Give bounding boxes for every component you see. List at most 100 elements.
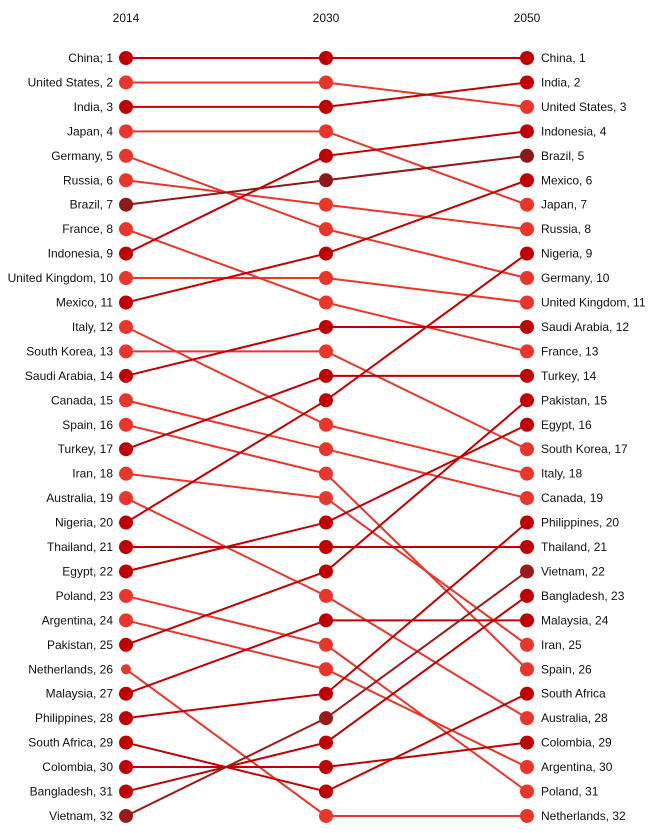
dot-vietnam-2014	[119, 808, 133, 823]
label-2014-germany: Germany, 5	[51, 149, 113, 163]
dot-malaysia-2030	[319, 613, 333, 628]
label-2014-spain: Spain, 16	[62, 418, 113, 432]
dot-germany-2030	[319, 222, 333, 237]
dot-south-africa-2014	[119, 735, 133, 750]
dot-malaysia-2014	[119, 686, 133, 701]
label-2014-italy: Italy, 12	[72, 320, 113, 334]
dot-philippines-2050	[520, 515, 534, 530]
dot-netherlands-2050	[520, 808, 534, 823]
column-header-2014: 2014	[113, 11, 140, 25]
rank-dots	[119, 51, 534, 823]
rank-labels: China; 1 China, 1 United States, 2 United S…	[8, 51, 646, 823]
dot-brazil-2030	[319, 173, 333, 188]
label-2050-germany: Germany, 10	[541, 271, 610, 285]
dot-united-kingdom-2014	[119, 271, 133, 286]
dot-china-2050	[520, 51, 534, 65]
dot-russia-2050	[520, 222, 534, 237]
label-2014-iran: Iran, 18	[72, 467, 113, 481]
dot-philippines-2014	[119, 711, 133, 726]
dot-malaysia-2050	[520, 613, 534, 628]
dot-egypt-2030	[319, 515, 333, 530]
slope-line-japan	[126, 130, 528, 206]
dot-spain-2050	[520, 662, 534, 677]
label-2014-pakistan: Pakistan, 25	[47, 638, 113, 652]
dot-indonesia-2030	[319, 148, 333, 163]
dot-poland-2030	[319, 637, 333, 652]
dot-nigeria-2050	[520, 246, 534, 261]
dot-australia-2014	[119, 491, 133, 506]
label-2014-indonesia: Indonesia, 9	[48, 247, 114, 261]
column-header-2050: 2050	[514, 11, 541, 25]
dot-japan-2014	[119, 124, 133, 139]
label-2050-pakistan: Pakistan, 15	[541, 393, 607, 407]
dot-australia-2030	[319, 588, 333, 603]
dot-thailand-2050	[520, 540, 534, 554]
dot-germany-2050	[520, 271, 534, 286]
label-2050-canada: Canada, 19	[541, 491, 603, 505]
dot-poland-2014	[119, 588, 133, 603]
dot-brazil-2050	[520, 148, 534, 163]
label-2014-japan: Japan, 4	[67, 124, 113, 138]
dot-bangladesh-2050	[520, 588, 534, 603]
dot-france-2050	[520, 344, 534, 359]
dot-philippines-2030	[319, 686, 333, 701]
label-2014-france: France, 8	[62, 222, 113, 236]
label-2014-china: China; 1	[68, 51, 113, 65]
slope-lines	[125, 57, 528, 817]
label-2050-italy: Italy, 18	[541, 467, 582, 481]
dot-indonesia-2050	[520, 124, 534, 139]
dot-argentina-2014	[119, 613, 133, 628]
dot-india-2050	[520, 75, 534, 90]
dot-bangladesh-2014	[119, 784, 133, 799]
dot-vietnam-2030	[319, 711, 333, 726]
label-2050-thailand: Thailand, 21	[541, 540, 607, 554]
dot-south-africa-2050	[520, 686, 534, 701]
label-2050-france: France, 13	[541, 344, 599, 358]
dot-brazil-2014	[119, 197, 133, 212]
dot-italy-2030	[319, 417, 333, 432]
label-2014-philippines: Philippines, 28	[35, 711, 113, 725]
dot-indonesia-2014	[119, 246, 133, 261]
dot-india-2030	[319, 99, 333, 114]
label-2014-argentina: Argentina, 24	[42, 613, 114, 627]
label-2014-poland: Poland, 23	[56, 589, 114, 603]
label-2014-bangladesh: Bangladesh, 31	[30, 785, 114, 799]
dot-iran-2050	[520, 637, 534, 652]
label-2050-egypt: Egypt, 16	[541, 418, 592, 432]
dot-thailand-2030	[319, 540, 333, 554]
label-2050-south-korea: South Korea, 17	[541, 442, 628, 456]
label-2014-canada: Canada, 15	[51, 393, 113, 407]
label-2050-saudi-arabia: Saudi Arabia, 12	[541, 320, 629, 334]
label-2014-india: India, 3	[74, 100, 114, 114]
dot-iran-2030	[319, 491, 333, 506]
label-2050-poland: Poland, 31	[541, 785, 599, 799]
dot-poland-2050	[520, 784, 534, 799]
label-2050-spain: Spain, 26	[541, 662, 592, 676]
dot-japan-2030	[319, 124, 333, 139]
label-2014-south-korea: South Korea, 13	[26, 344, 113, 358]
label-2014-nigeria: Nigeria, 20	[55, 516, 113, 530]
dot-turkey-2030	[319, 368, 333, 383]
label-2014-russia: Russia, 6	[63, 173, 113, 187]
label-2014-egypt: Egypt, 22	[62, 564, 113, 578]
dot-turkey-2050	[520, 368, 534, 383]
dot-canada-2014	[119, 393, 133, 408]
label-2050-japan: Japan, 7	[541, 198, 587, 212]
label-2050-russia: Russia, 8	[541, 222, 591, 236]
dot-pakistan-2030	[319, 564, 333, 579]
dot-canada-2050	[520, 491, 534, 506]
dot-united-states-2050	[520, 99, 534, 114]
dot-nigeria-2014	[119, 515, 133, 530]
dot-united-kingdom-2050	[520, 295, 534, 310]
dot-russia-2030	[319, 197, 333, 212]
label-2050-vietnam: Vietnam, 22	[541, 564, 605, 578]
dot-thailand-2014	[119, 540, 133, 554]
dot-south-korea-2050	[520, 442, 534, 457]
dot-india-2014	[119, 99, 133, 114]
dot-argentina-2050	[520, 760, 534, 775]
dot-france-2014	[119, 222, 133, 237]
dot-bangladesh-2030	[319, 735, 333, 750]
dot-china-2030	[319, 51, 333, 65]
label-2014-thailand: Thailand, 21	[47, 540, 113, 554]
